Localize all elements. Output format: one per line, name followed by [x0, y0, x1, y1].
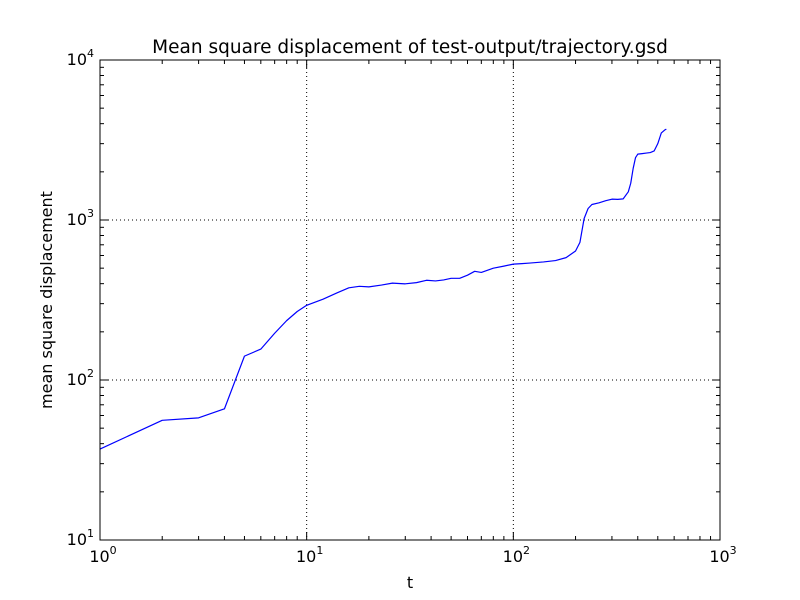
- x-axis-label: t: [407, 573, 413, 592]
- y-tick-label: 101: [67, 527, 94, 549]
- x-tick-label: 101: [296, 544, 323, 566]
- grid-lines: [100, 60, 720, 540]
- y-tick-label: 103: [67, 207, 94, 229]
- y-tick-label: 102: [67, 367, 94, 389]
- x-tick-label: 100: [89, 544, 116, 566]
- plot-frame: [99, 59, 721, 541]
- axis-ticks: [99, 59, 721, 541]
- x-tick-label: 103: [709, 544, 736, 566]
- x-tick-label: 102: [503, 544, 530, 566]
- series-group: [99, 128, 667, 450]
- chart-title: Mean square displacement of test-output/…: [152, 37, 668, 58]
- y-axis-label: mean square displacement: [37, 191, 56, 409]
- series-line: [99, 128, 667, 450]
- y-tick-label: 104: [67, 47, 94, 69]
